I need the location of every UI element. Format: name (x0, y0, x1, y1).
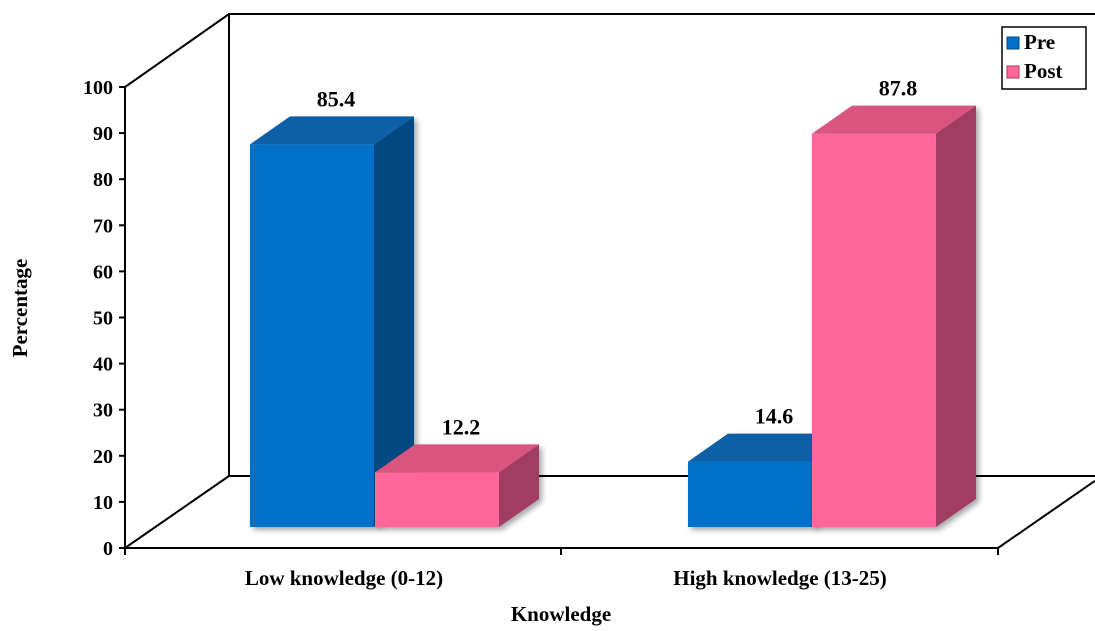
y-tick-label: 50 (93, 308, 113, 330)
floor-right-edge (997, 480, 1095, 549)
bar-series-group (250, 105, 976, 528)
legend-swatch-post (1006, 65, 1020, 79)
bar-front-face (250, 144, 374, 527)
data-label: 12.2 (442, 414, 481, 439)
bar-front-face (375, 472, 499, 527)
x-category-label: Low knowledge (0-12) (245, 566, 443, 590)
bar-front-face (688, 461, 812, 527)
y-tick-label: 10 (93, 492, 113, 514)
legend-label-pre: Pre (1024, 30, 1055, 54)
y-tick-label: 20 (93, 446, 113, 468)
y-tick-label: 100 (83, 77, 113, 99)
bar-top-face (688, 433, 852, 462)
bar-side-face (499, 444, 539, 527)
data-label: 87.8 (879, 76, 918, 101)
legend-swatch-pre (1006, 36, 1020, 50)
bar-side-face (936, 105, 976, 527)
data-labels: 85.4 14.6 12.2 87.8 (317, 76, 918, 440)
data-label: 14.6 (755, 404, 794, 429)
y-tick-label: 70 (93, 215, 113, 237)
y-tick-label: 90 (93, 123, 113, 145)
data-label: 85.4 (317, 86, 356, 111)
y-axis: 0 10 20 30 40 50 60 70 80 90 100 (83, 77, 126, 560)
bar-post (812, 105, 976, 527)
back-wall-top-edge (124, 13, 1095, 88)
x-axis: Low knowledge (0-12) High knowledge (13-2… (124, 548, 999, 590)
x-axis-title: Knowledge (511, 602, 611, 626)
bar-pre (250, 116, 414, 528)
bar-top-face (375, 444, 539, 473)
floor-left-edge (124, 475, 230, 549)
bar-top-face (250, 116, 414, 145)
bar-top-face (812, 105, 976, 134)
bar-side-face (374, 116, 414, 528)
x-category-label: High knowledge (13-25) (673, 566, 887, 590)
y-axis-title: Percentage (8, 259, 32, 358)
bar-post (375, 444, 539, 527)
y-tick-label: 0 (103, 538, 113, 560)
y-tick-label: 60 (93, 261, 113, 283)
legend: Pre Post (1001, 26, 1087, 90)
y-tick-label: 80 (93, 169, 113, 191)
y-tick-label: 30 (93, 400, 113, 422)
bar-front-face (812, 133, 936, 527)
y-tick-label: 40 (93, 354, 113, 376)
legend-label-post: Post (1024, 59, 1063, 83)
